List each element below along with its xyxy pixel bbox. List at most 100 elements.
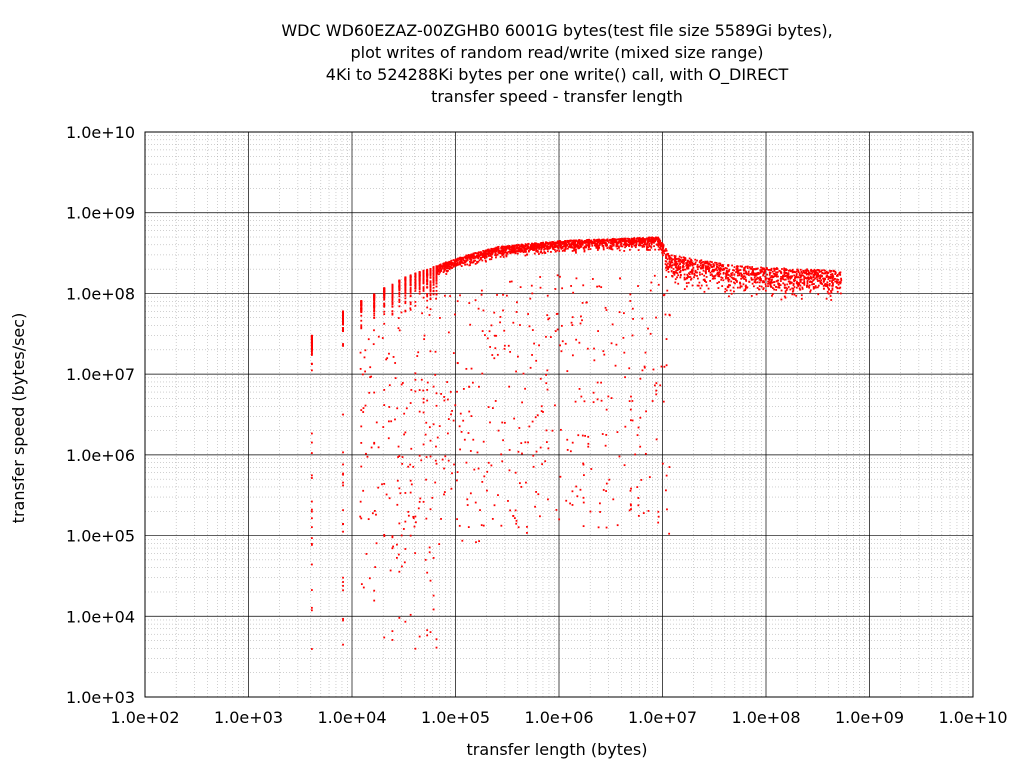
data-point bbox=[652, 240, 655, 243]
data-point bbox=[795, 270, 798, 273]
data-point bbox=[620, 238, 622, 240]
data-point bbox=[618, 455, 621, 458]
data-point bbox=[778, 286, 781, 289]
data-point bbox=[838, 271, 841, 274]
data-point bbox=[740, 285, 743, 288]
data-point bbox=[494, 254, 497, 256]
data-point bbox=[559, 275, 561, 278]
data-point bbox=[660, 248, 663, 251]
data-point bbox=[736, 266, 739, 269]
data-point bbox=[618, 311, 621, 314]
data-point bbox=[521, 250, 524, 252]
data-point bbox=[455, 258, 458, 261]
data-point bbox=[432, 282, 435, 284]
data-point bbox=[511, 248, 513, 251]
data-point bbox=[404, 492, 407, 494]
data-point bbox=[648, 476, 651, 478]
data-point bbox=[529, 246, 532, 249]
data-point bbox=[811, 283, 814, 285]
data-point bbox=[645, 243, 647, 246]
data-point bbox=[649, 332, 652, 335]
data-point bbox=[682, 261, 685, 264]
data-point bbox=[703, 290, 706, 293]
data-point bbox=[596, 242, 599, 245]
data-point bbox=[472, 438, 475, 441]
data-point bbox=[752, 285, 755, 288]
data-point bbox=[697, 277, 699, 280]
data-point bbox=[798, 274, 801, 276]
data-point bbox=[502, 293, 504, 296]
data-point bbox=[484, 257, 486, 260]
data-point bbox=[365, 553, 368, 555]
data-point bbox=[798, 272, 801, 275]
data-point bbox=[623, 464, 626, 467]
data-point bbox=[637, 249, 640, 251]
data-point bbox=[834, 277, 836, 280]
data-point bbox=[414, 521, 417, 524]
data-point bbox=[374, 566, 377, 568]
data-point bbox=[432, 268, 435, 271]
data-point bbox=[512, 515, 515, 517]
data-point bbox=[460, 430, 463, 433]
data-point bbox=[669, 258, 671, 261]
data-point bbox=[668, 257, 671, 260]
data-point bbox=[654, 239, 657, 242]
data-point bbox=[671, 259, 673, 262]
data-point bbox=[435, 279, 438, 282]
data-point bbox=[383, 289, 386, 292]
data-point bbox=[784, 290, 787, 293]
data-point bbox=[396, 543, 398, 546]
data-point bbox=[493, 357, 496, 360]
data-point bbox=[618, 245, 620, 248]
data-point bbox=[753, 276, 756, 279]
data-point bbox=[706, 260, 709, 263]
data-point bbox=[426, 274, 429, 276]
data-point bbox=[401, 462, 404, 465]
data-point bbox=[653, 245, 655, 248]
data-point bbox=[651, 400, 654, 402]
data-point bbox=[544, 460, 547, 463]
data-point bbox=[702, 265, 704, 268]
data-point bbox=[813, 271, 816, 273]
data-point bbox=[637, 426, 640, 429]
data-point bbox=[770, 275, 773, 277]
data-point bbox=[685, 264, 688, 267]
data-point bbox=[682, 259, 685, 261]
y-tick-label: 1.0e+05 bbox=[66, 527, 135, 546]
data-point bbox=[310, 335, 313, 338]
data-point bbox=[787, 286, 790, 288]
data-point bbox=[527, 441, 529, 444]
data-point bbox=[576, 242, 579, 245]
data-point bbox=[525, 481, 527, 484]
data-point bbox=[310, 517, 313, 520]
data-point bbox=[536, 414, 539, 417]
data-point bbox=[587, 435, 590, 438]
data-point bbox=[422, 273, 425, 276]
data-point bbox=[738, 274, 741, 277]
data-point bbox=[414, 282, 417, 285]
data-point bbox=[744, 276, 747, 279]
data-point bbox=[524, 387, 526, 390]
data-point bbox=[700, 267, 702, 270]
data-point bbox=[554, 250, 557, 253]
data-point bbox=[718, 281, 720, 283]
data-point bbox=[693, 273, 696, 275]
data-point bbox=[549, 336, 552, 338]
data-point bbox=[526, 532, 528, 534]
data-point bbox=[630, 508, 632, 510]
data-point bbox=[633, 244, 636, 247]
data-point bbox=[342, 643, 344, 646]
data-point bbox=[598, 246, 601, 249]
data-point bbox=[438, 270, 440, 273]
data-point bbox=[800, 275, 803, 277]
data-point bbox=[736, 272, 739, 275]
data-point bbox=[373, 316, 376, 319]
data-point bbox=[777, 282, 780, 285]
data-point bbox=[444, 263, 447, 265]
data-point bbox=[410, 483, 413, 486]
data-point bbox=[682, 262, 685, 265]
data-point bbox=[799, 288, 802, 291]
data-point bbox=[432, 594, 435, 597]
data-point bbox=[827, 292, 830, 295]
data-point bbox=[616, 524, 619, 527]
